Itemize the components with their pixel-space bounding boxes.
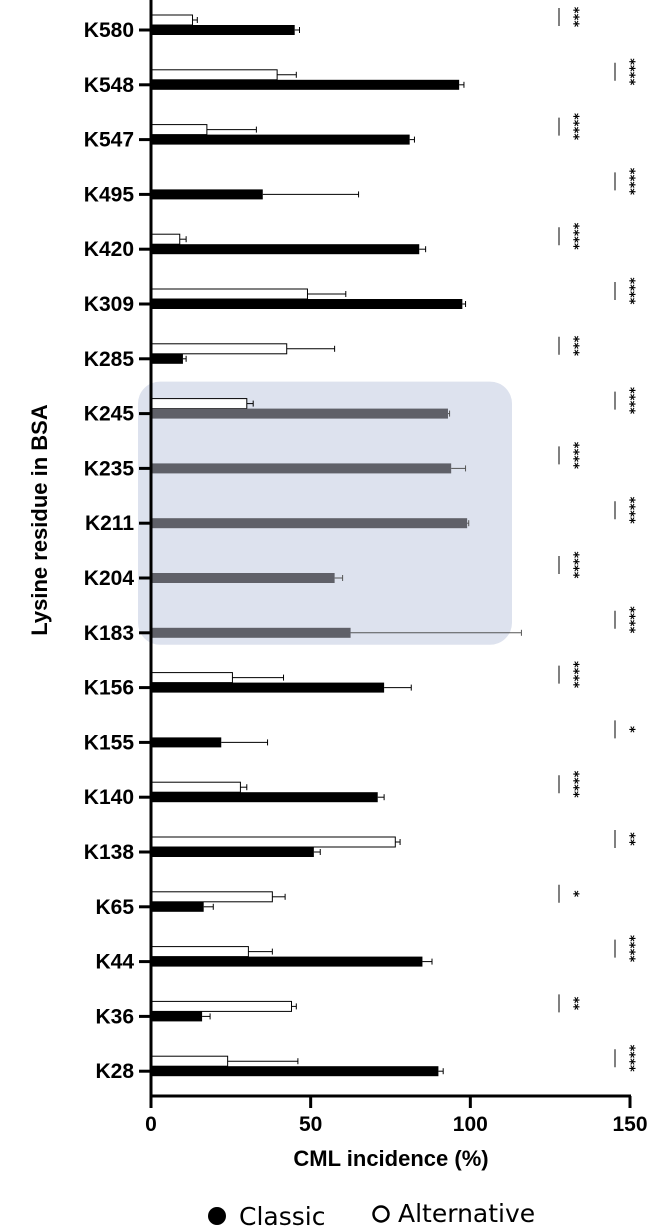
bar-classic-k140: [151, 792, 378, 803]
bar-alternative-k28: [150, 1055, 229, 1067]
y-tick-label-k140: K140: [84, 786, 134, 809]
y-tick-label-k547: K547: [84, 129, 134, 152]
bar-alternative-k138: [150, 836, 396, 848]
y-tick-label-k309: K309: [84, 293, 134, 316]
bar-alternative-k580: [150, 14, 194, 26]
y-tick-label-k204: K204: [84, 567, 135, 590]
significance-label-k245: ****: [622, 387, 637, 414]
x-tick-labels: 0 50 100 150: [145, 1096, 648, 1136]
bar-classic-k204: [151, 573, 335, 583]
bar-classic-k183: [151, 627, 351, 638]
bar-classic-k44: [151, 956, 423, 967]
x-tick-label-0: 0: [145, 1113, 157, 1136]
y-tick-label-k495: K495: [84, 183, 135, 206]
bar-classic-k235: [151, 463, 452, 474]
x-tick-label-100: 100: [453, 1113, 488, 1136]
y-tick-label-k155: K155: [84, 731, 135, 754]
bar-alternative-k548: [150, 69, 278, 81]
x-axis-title: CML incidence (%): [293, 1146, 488, 1171]
bar-classic-k309: [151, 299, 463, 309]
legend-alternative-label: Alternative: [398, 1199, 535, 1228]
legend-alternative-marker: [372, 1205, 390, 1223]
bar-alternative-k36: [150, 1000, 293, 1012]
axes: [149, 0, 631, 1098]
bar-alternative-k156: [150, 672, 233, 684]
bar-alternative-k547: [150, 124, 208, 136]
bar-classic-k156: [151, 682, 385, 693]
significance-label-k309: ****: [622, 277, 637, 304]
y-tick-label-k44: K44: [95, 951, 134, 974]
x-tick-label-50: 50: [299, 1113, 322, 1136]
y-tick-label-k211: K211: [85, 512, 134, 535]
significance-label-k44: ****: [622, 935, 637, 962]
y-tick-label-k580: K580: [84, 19, 134, 42]
significance-label-k547: ****: [566, 113, 581, 140]
highlight-region: [138, 381, 512, 645]
significance-label-k140: ****: [566, 771, 581, 798]
bar-alternative-k309: [150, 288, 308, 300]
y-tick-label-k183: K183: [84, 622, 134, 645]
y-tick-label-k420: K420: [84, 238, 134, 261]
highlight-box: [138, 381, 512, 645]
legend-classic-marker: [208, 1207, 226, 1225]
y-tick-label-k285: K285: [84, 348, 135, 371]
bar-classic-k65: [151, 901, 204, 912]
bars: [150, 14, 522, 1077]
y-tick-labels: K580 K548 K547 K495 K420 K309 K285 K245 K235 K211…: [84, 19, 151, 1083]
bar-classic-k36: [151, 1011, 203, 1022]
significance-label-k156: ****: [566, 661, 581, 688]
significance-label-k36: **: [566, 997, 581, 1011]
y-tick-label-k138: K138: [84, 841, 135, 864]
y-tick-label-k245: K245: [84, 403, 135, 426]
bar-classic-k548: [151, 79, 460, 90]
y-tick-label-k235: K235: [84, 457, 135, 480]
significance-label-k211: ****: [622, 497, 637, 524]
y-tick-label-k65: K65: [95, 896, 134, 919]
bar-classic-k138: [151, 847, 314, 857]
y-tick-label-k548: K548: [84, 74, 135, 97]
bar-alternative-k420: [150, 233, 181, 245]
bar-classic-k580: [151, 25, 295, 35]
legend: Classic Alternative: [208, 1199, 535, 1231]
significance-markers: ****************************************…: [558, 7, 637, 1072]
bar-classic-k155: [151, 737, 222, 748]
bar-classic-k245: [151, 408, 448, 419]
significance-label-k155: *: [622, 726, 637, 733]
significance-label-k235: ****: [566, 442, 581, 469]
y-axis-title: Lysine residue in BSA: [27, 404, 52, 636]
bar-alternative-k140: [150, 781, 241, 793]
bar-alternative-k285: [150, 343, 288, 355]
bar-classic-k547: [151, 134, 410, 145]
bar-alternative-k65: [150, 891, 273, 903]
y-tick-label-k36: K36: [95, 1005, 134, 1028]
significance-label-k65: *: [566, 890, 581, 897]
significance-label-k580: ***: [566, 7, 581, 28]
bar-classic-k495: [151, 189, 263, 200]
bar-alternative-k44: [150, 946, 249, 958]
significance-label-k138: **: [622, 832, 637, 846]
significance-label-k420: ****: [566, 223, 581, 250]
x-tick-label-150: 150: [612, 1113, 647, 1136]
bar-classic-k420: [151, 244, 420, 255]
significance-label-k28: ****: [622, 1045, 637, 1072]
y-tick-label-k156: K156: [84, 677, 134, 700]
significance-label-k204: ****: [566, 551, 581, 578]
significance-label-k548: ****: [622, 58, 637, 85]
bar-alternative-k245: [150, 398, 248, 410]
bar-classic-k211: [151, 518, 468, 529]
significance-label-k495: ****: [622, 168, 637, 195]
bar-classic-k28: [151, 1066, 439, 1077]
significance-label-k285: ***: [566, 336, 581, 357]
bar-classic-k285: [151, 353, 183, 364]
y-tick-label-k28: K28: [95, 1060, 134, 1083]
significance-label-k183: ****: [622, 606, 637, 633]
legend-classic-label: Classic: [239, 1202, 325, 1231]
